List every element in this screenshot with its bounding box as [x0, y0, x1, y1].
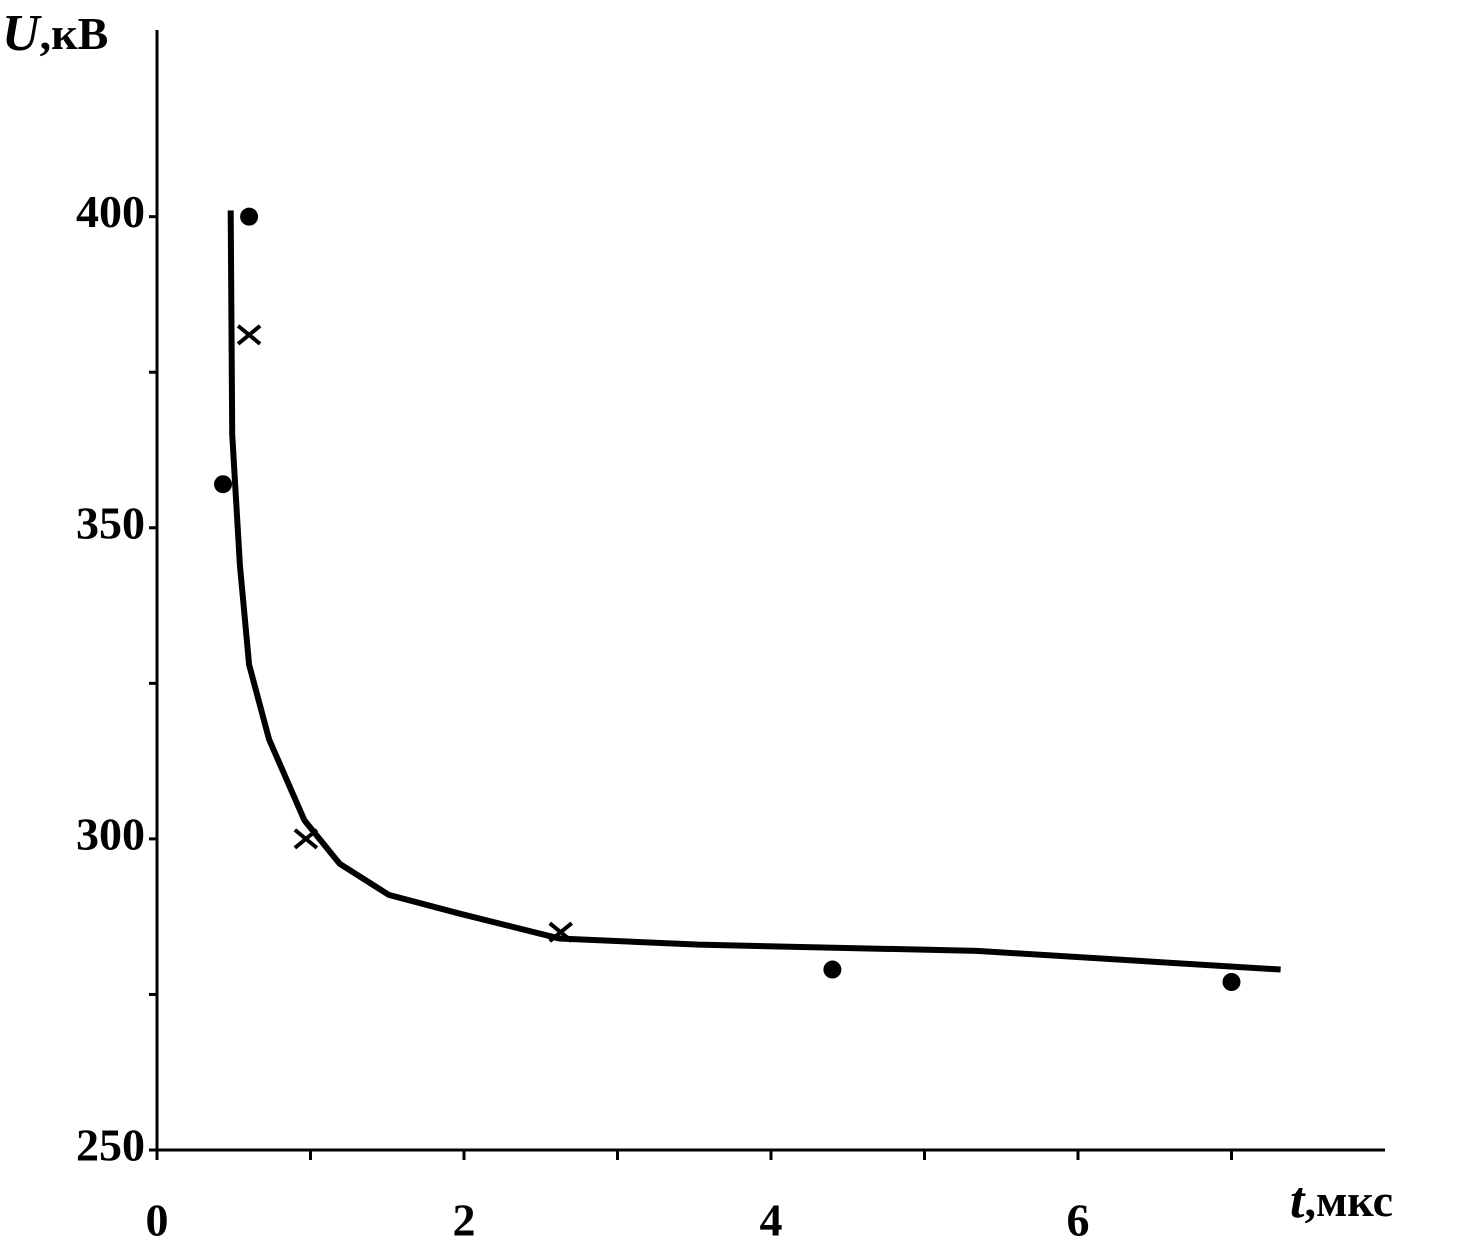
cross-point: [548, 921, 573, 943]
dot-point: [823, 960, 842, 979]
y-tick-label: 400: [76, 186, 145, 237]
x-tick-label: 0: [146, 1195, 169, 1245]
y-axis-label: U,кВ: [2, 5, 108, 62]
fit-curve: [227, 210, 1281, 973]
y-tick-label: 350: [76, 497, 145, 548]
dot-point: [240, 207, 259, 226]
y-symbol: U: [2, 5, 42, 62]
cross-point: [236, 324, 262, 346]
y-tick-label: 250: [76, 1120, 145, 1171]
x-tick-label: 6: [1067, 1195, 1090, 1245]
x-tick-label: 4: [760, 1195, 783, 1245]
dot-point: [214, 475, 233, 494]
x-axis-label: t,мкс: [1290, 1172, 1393, 1229]
x-unit: ,мкс: [1304, 1175, 1393, 1226]
dot-point: [1222, 973, 1241, 991]
cross-point: [293, 828, 319, 850]
x-symbol: t: [1290, 1172, 1306, 1229]
y-tick-label: 300: [76, 808, 145, 859]
y-unit: ,кВ: [40, 8, 109, 59]
x-tick-label: 2: [453, 1195, 476, 1245]
